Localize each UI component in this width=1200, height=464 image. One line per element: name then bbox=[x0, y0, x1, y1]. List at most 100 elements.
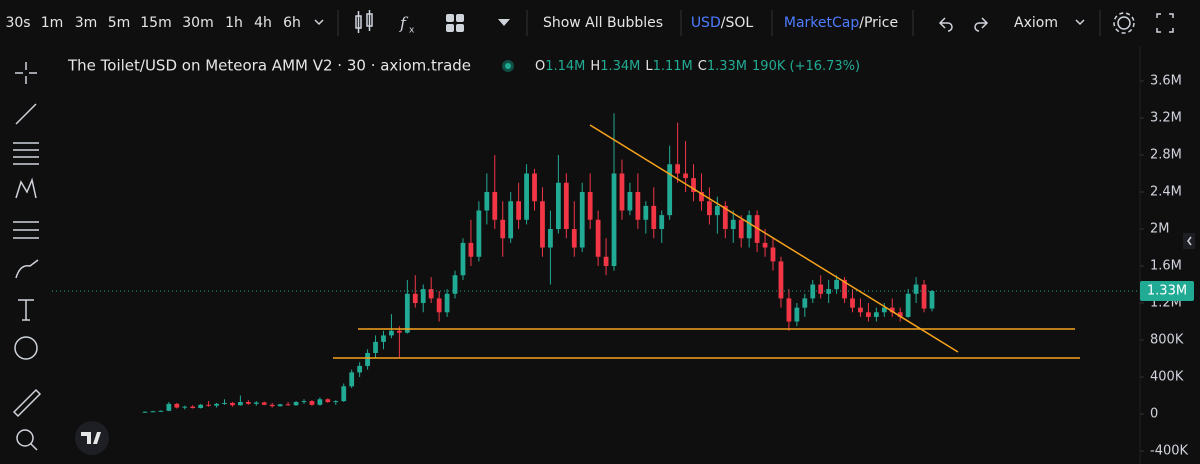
zoom-tool[interactable] bbox=[16, 429, 34, 447]
candle-body bbox=[842, 279, 847, 299]
candle-body bbox=[190, 406, 196, 409]
candle-body bbox=[913, 284, 919, 294]
candle-body bbox=[548, 229, 553, 248]
candle-body bbox=[174, 403, 180, 408]
candle-body bbox=[921, 284, 927, 309]
candle-body bbox=[301, 401, 307, 403]
interval-menu[interactable] bbox=[314, 19, 324, 26]
y-tick-label: 0 bbox=[1150, 407, 1158, 422]
candle-body bbox=[643, 205, 649, 220]
candle-body bbox=[730, 219, 736, 230]
emoji-tool[interactable] bbox=[14, 336, 38, 360]
candle-body bbox=[881, 307, 887, 313]
candle-body bbox=[889, 307, 895, 313]
candle-body bbox=[770, 247, 776, 262]
ohlc-key: L bbox=[645, 59, 653, 74]
candle-body bbox=[365, 352, 370, 366]
candle-body bbox=[484, 192, 490, 211]
candle-body bbox=[238, 402, 243, 406]
ohlc-value: 1.34M bbox=[600, 59, 640, 74]
candle-body bbox=[245, 402, 251, 404]
candle-body bbox=[659, 215, 665, 230]
candle-body bbox=[611, 173, 617, 267]
interval-button[interactable]: 5m bbox=[108, 15, 131, 31]
ruler-tool[interactable] bbox=[12, 388, 42, 418]
settings-button[interactable] bbox=[1117, 16, 1131, 30]
crosshair-tool[interactable] bbox=[15, 62, 37, 84]
candle-body bbox=[746, 215, 752, 239]
candle-body bbox=[373, 341, 378, 353]
currency: USD bbox=[691, 15, 721, 31]
tradingview-logo[interactable] bbox=[75, 421, 109, 455]
candle-type-button[interactable] bbox=[355, 10, 373, 33]
candle-body bbox=[802, 298, 808, 308]
layout-name[interactable]: Axiom bbox=[1014, 15, 1058, 31]
brush-tool[interactable] bbox=[15, 259, 39, 279]
trend-line[interactable] bbox=[589, 124, 959, 353]
candle-body bbox=[563, 182, 569, 230]
interval-button[interactable]: 1h bbox=[225, 15, 243, 31]
candle-body bbox=[341, 386, 347, 402]
candle-body bbox=[142, 411, 148, 413]
interval-button[interactable]: 6h bbox=[283, 15, 301, 31]
left-toolbar bbox=[12, 62, 42, 451]
currency-toggle[interactable]: USD/SOL bbox=[691, 15, 754, 31]
redo-button[interactable] bbox=[974, 17, 989, 32]
candle-body bbox=[850, 298, 855, 308]
candle-body bbox=[532, 173, 537, 202]
candle-body bbox=[309, 401, 315, 405]
candle-body bbox=[198, 404, 204, 409]
candle-body bbox=[897, 312, 903, 317]
candle-body bbox=[619, 173, 625, 211]
mode-alt: /Price bbox=[859, 15, 898, 31]
candle-body bbox=[460, 242, 466, 276]
y-tick-label: 2.4M bbox=[1150, 185, 1182, 200]
trendline-tool[interactable] bbox=[15, 103, 37, 125]
candle-body bbox=[595, 219, 601, 257]
candle-body bbox=[285, 404, 291, 406]
layout-button[interactable] bbox=[446, 14, 464, 32]
interval-button[interactable]: 1m bbox=[41, 15, 64, 31]
mode: MarketCap bbox=[784, 15, 859, 31]
candle-body bbox=[492, 192, 498, 220]
candle-body bbox=[667, 164, 673, 216]
candle-body bbox=[150, 411, 156, 413]
candle-body bbox=[683, 173, 688, 179]
candle-body bbox=[540, 201, 545, 248]
candle-body bbox=[222, 402, 227, 404]
undo-button[interactable] bbox=[938, 17, 953, 32]
tradingview-logo-mark bbox=[81, 432, 101, 444]
candle-body bbox=[389, 330, 394, 336]
collapse-tab[interactable] bbox=[1183, 233, 1195, 249]
candle-body bbox=[420, 289, 426, 304]
status-dot bbox=[505, 63, 511, 69]
candle-body bbox=[230, 402, 235, 406]
top-toolbar: f x Show All Bubbles USD/SOL MarketCap/P… bbox=[5, 10, 1174, 36]
forecast-tool[interactable] bbox=[13, 221, 39, 239]
interval-button[interactable]: 30s bbox=[5, 15, 30, 31]
candle-body bbox=[858, 307, 863, 313]
candle-body bbox=[269, 404, 275, 407]
show-bubbles-button[interactable]: Show All Bubbles bbox=[543, 15, 663, 31]
candle-body bbox=[412, 293, 418, 304]
candle-body bbox=[651, 205, 657, 230]
fib-tool[interactable] bbox=[13, 142, 39, 165]
fullscreen-button[interactable] bbox=[1156, 13, 1174, 33]
text-tool[interactable] bbox=[18, 299, 34, 321]
indicators-button[interactable]: f bbox=[399, 14, 409, 33]
zoom-tool-handle bbox=[30, 443, 38, 451]
interval-button[interactable]: 30m bbox=[182, 15, 213, 31]
interval-button[interactable]: 15m bbox=[140, 15, 171, 31]
interval-button[interactable]: 3m bbox=[75, 15, 98, 31]
ohlc-key: H bbox=[590, 59, 600, 74]
interval-button[interactable]: 4h bbox=[254, 15, 272, 31]
mode-toggle[interactable]: MarketCap/Price bbox=[784, 15, 898, 31]
pattern-tool[interactable] bbox=[15, 177, 37, 199]
more-button[interactable] bbox=[498, 19, 510, 26]
candle-body bbox=[603, 256, 609, 267]
candle-body bbox=[762, 242, 768, 248]
candle-body bbox=[722, 205, 728, 230]
candle-body bbox=[396, 330, 402, 333]
layout-menu[interactable] bbox=[1075, 19, 1085, 26]
